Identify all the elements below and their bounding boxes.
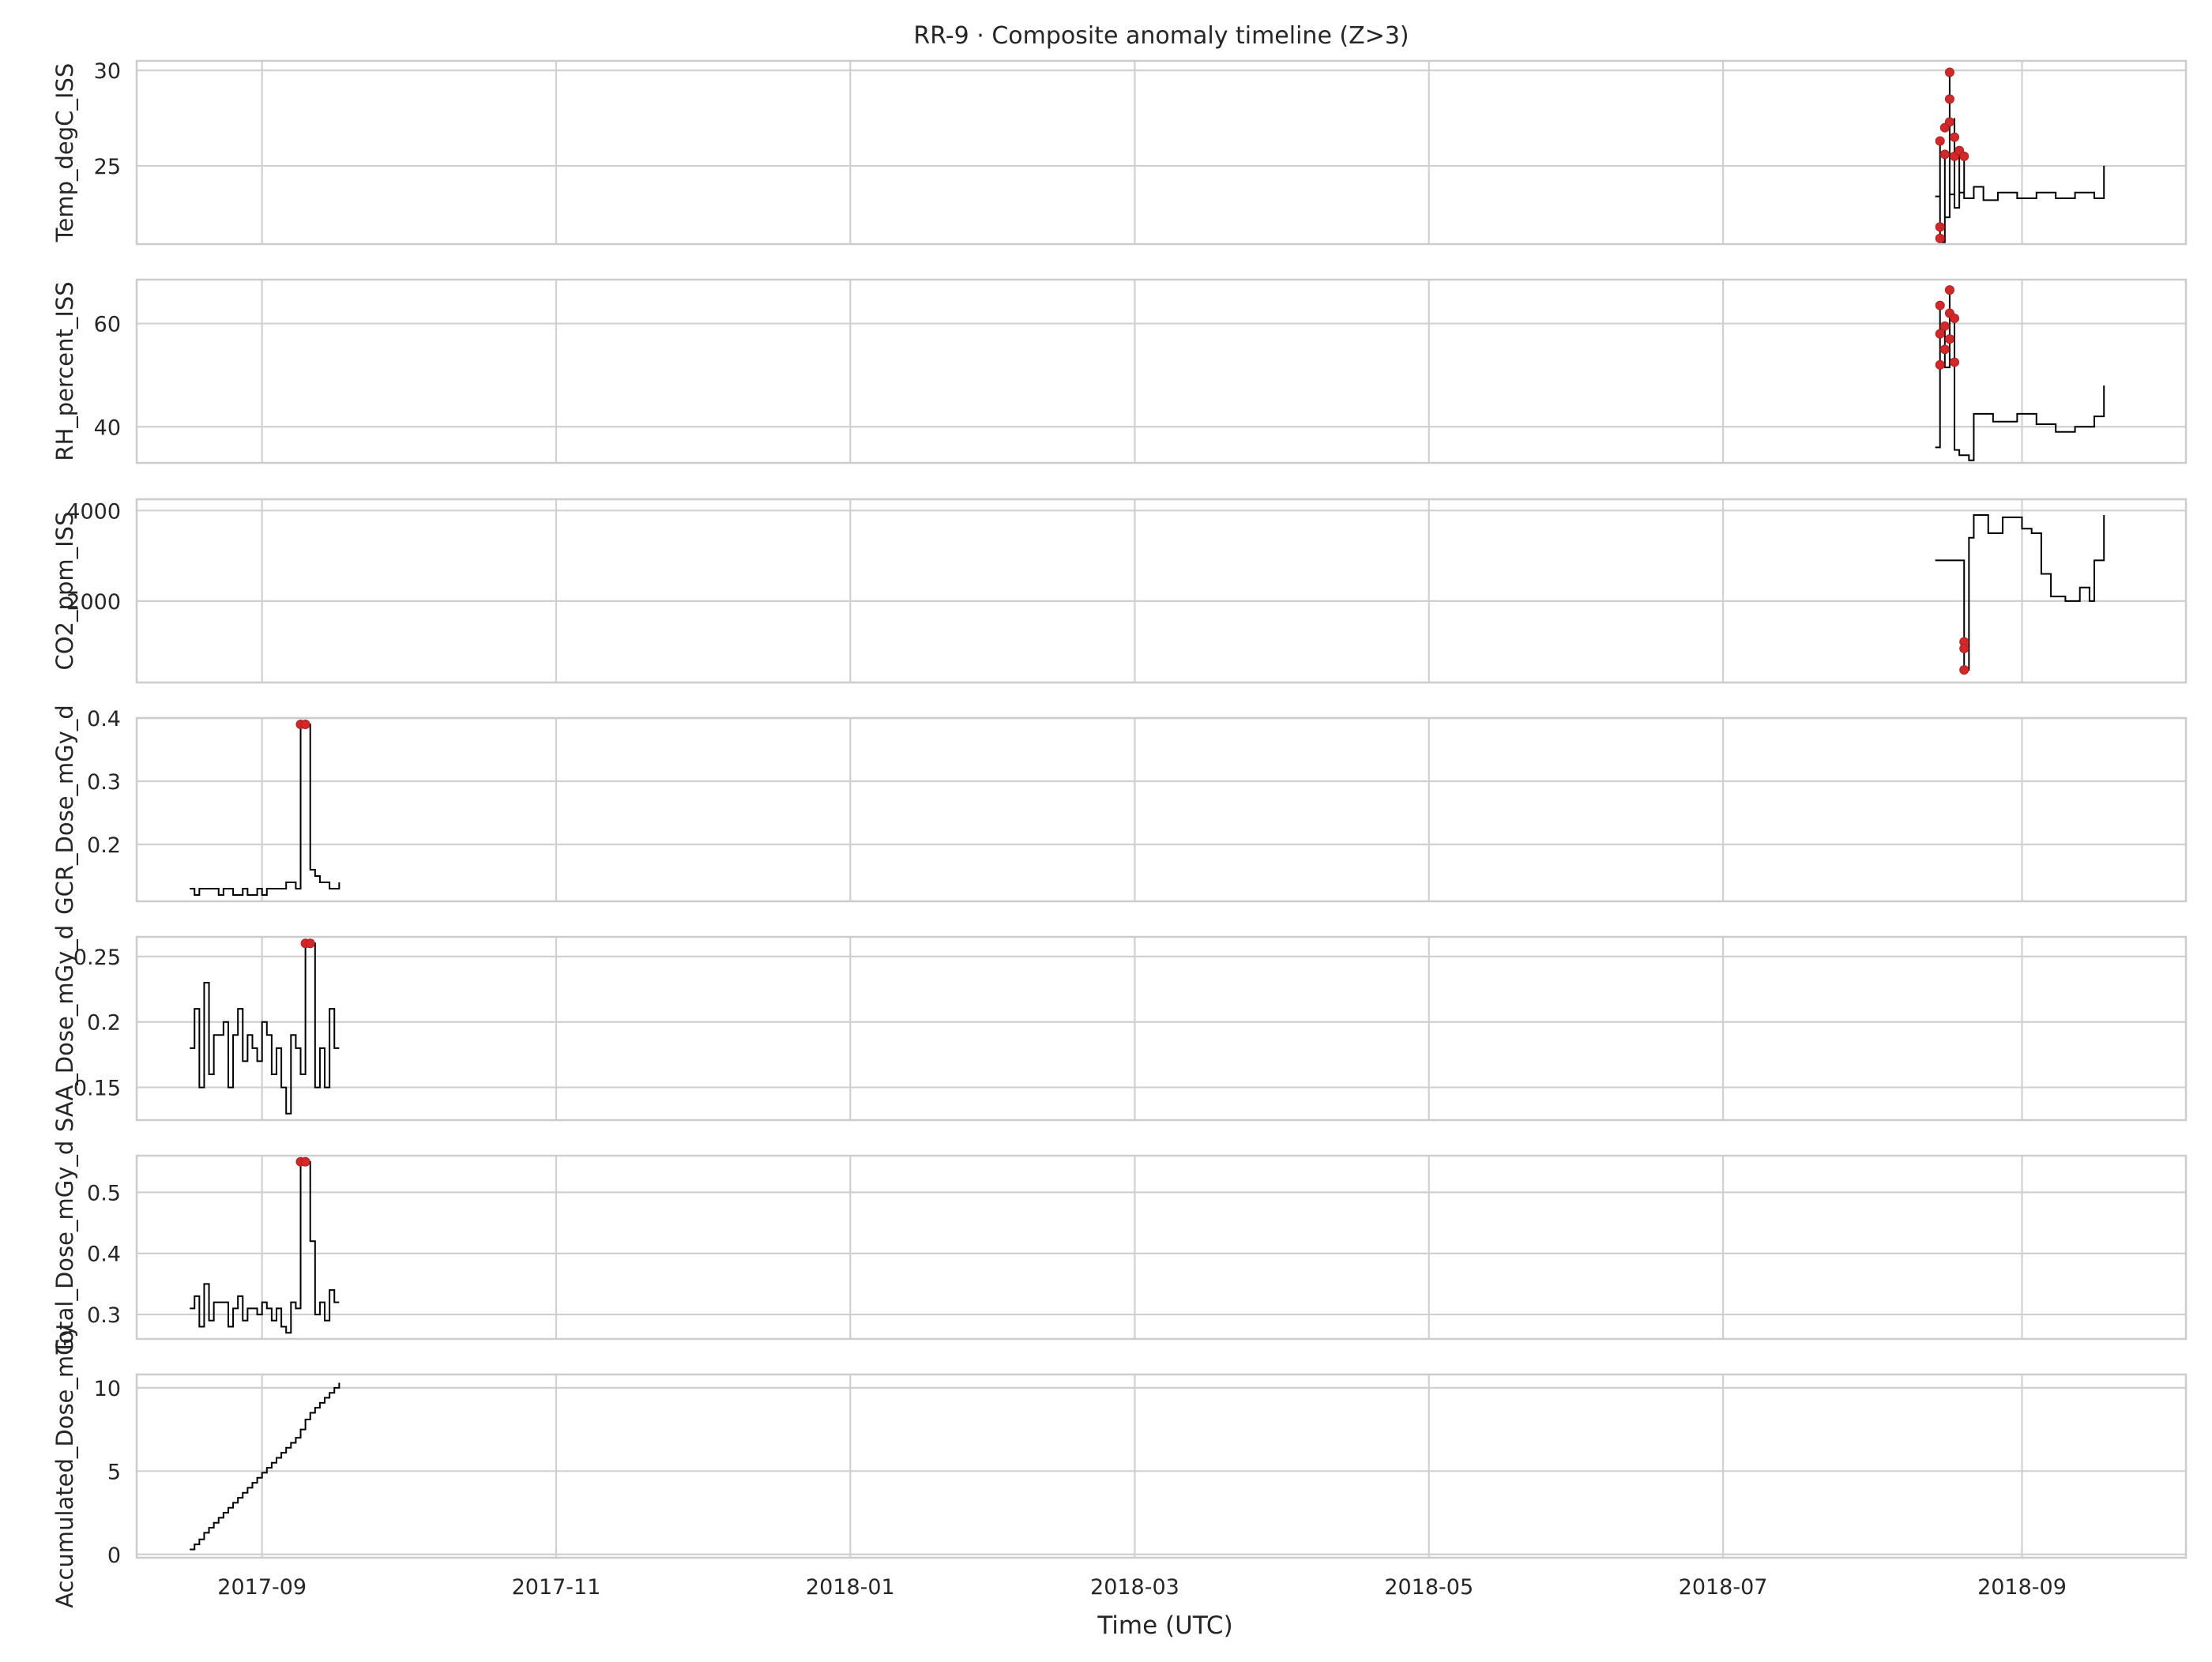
anomaly-point [1944,285,1954,295]
y-tick-label: 0.5 [87,1181,121,1205]
series-line [1935,72,2105,243]
anomaly-point [1950,132,1960,142]
y-axis-label: SAA_Dose_mGy_d [51,925,78,1132]
y-tick-label: 0.2 [87,833,121,858]
panel-7: 0 5 10 Accumulated_Dose_mGy 2017-09 2017-11 20… [51,1324,2188,1608]
series-line [1935,514,2105,671]
y-tick-label: 0.2 [87,1011,121,1036]
anomaly-point [1950,314,1960,324]
anomaly-point [1939,344,1950,355]
anomaly-point [1935,136,1945,146]
anomaly-point [1935,233,1945,243]
y-tick-label: 4000 [66,499,121,524]
y-axis-label: CO2_ppm_ISS [51,512,78,671]
anomaly-point [1935,222,1945,232]
y-tick-label: 25 [94,155,121,179]
panel-1: 25 30 Temp_degC_ISS [51,59,2188,246]
y-tick-label: 30 [94,59,121,84]
series-line [190,1382,340,1551]
y-tick-label: 10 [94,1377,121,1401]
x-tick-label: 2018-03 [1090,1575,1179,1600]
axes-frame [135,716,2188,903]
axes-frame [135,1154,2188,1341]
anomaly-point [1935,359,1945,370]
y-tick-label: 0 [107,1544,121,1568]
axes-frame [135,935,2188,1122]
anomaly-point [305,938,315,949]
series-line [190,724,340,896]
anomaly-point [1944,117,1954,127]
series-line [190,1160,340,1334]
panel-6: 0.3 0.4 0.5 Total_Dose_mGy_d [51,1141,2188,1356]
anomaly-point [1959,151,1969,161]
y-tick-label: 60 [94,313,121,337]
anomaly-point [300,1156,310,1167]
x-tick-label: 2018-01 [806,1575,895,1600]
series-line [1935,290,2105,461]
series-line [190,942,340,1115]
anomaly-point [1950,357,1960,367]
x-tick-label: 2017-09 [217,1575,307,1600]
y-axis-label: RH_percent_ISS [51,281,78,461]
anomaly-point [1944,94,1954,104]
anomaly-point [1944,67,1954,77]
anomaly-point [1959,664,1969,675]
axes-frame [135,59,2188,246]
x-axis-title: Time (UTC) [1097,1611,1233,1640]
y-axis-label: Total_Dose_mGy_d [51,1141,78,1356]
x-tick-label: 2018-05 [1384,1575,1473,1600]
y-axis-label: Accumulated_Dose_mGy [51,1324,78,1608]
y-tick-label: 0.15 [73,1077,121,1101]
axes-frame [135,1373,2188,1559]
y-tick-label: 2000 [66,590,121,615]
panel-2: 40 60 RH_percent_ISS [51,278,2188,464]
anomaly-point [1944,334,1954,344]
anomaly-point [1959,644,1969,654]
y-tick-label: 40 [94,416,121,440]
anomaly-point [1939,321,1950,331]
anomaly-point [1935,300,1945,310]
x-tick-label: 2018-07 [1679,1575,1768,1600]
y-tick-label: 0.3 [87,770,121,795]
anomaly-point [1935,329,1945,339]
y-tick-label: 0.4 [87,707,121,731]
y-axis-label: GCR_Dose_mGy_d [51,705,78,915]
y-tick-label: 0.25 [73,946,121,970]
axes-frame [135,278,2188,464]
anomaly-point [300,720,310,729]
panel-4: 0.2 0.3 0.4 GCR_Dose_mGy_d [51,705,2188,915]
axes-frame [135,498,2188,684]
y-axis-label: Temp_degC_ISS [51,63,78,243]
x-tick-label: 2018-09 [1977,1575,2067,1600]
y-tick-label: 0.3 [87,1303,121,1328]
anomaly-point [1939,149,1950,160]
y-tick-label: 5 [107,1460,121,1484]
y-tick-label: 0.4 [87,1243,121,1267]
chart-title: RR-9 · Composite anomaly timeline (Z>3) [913,22,1409,50]
x-tick-label: 2017-11 [512,1575,601,1600]
